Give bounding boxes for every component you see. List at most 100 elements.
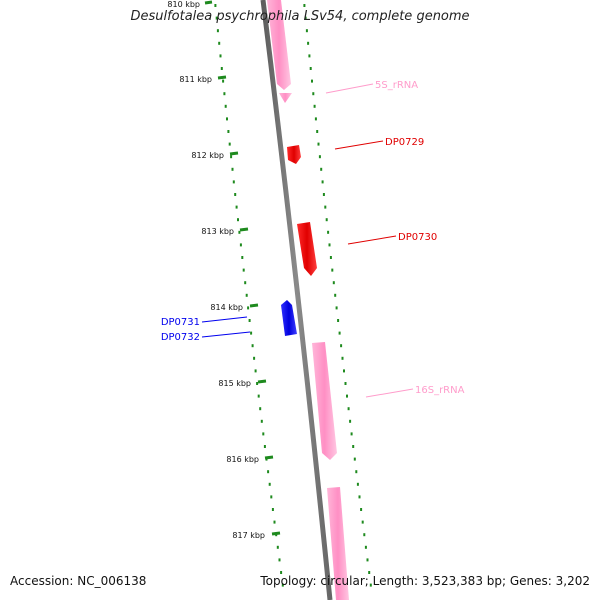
inner-ring-dot xyxy=(245,293,248,297)
inner-ring-dot xyxy=(220,67,223,70)
outer-ring-dot xyxy=(305,29,308,33)
tick-label-817: 817 kbp xyxy=(232,531,265,540)
rna-feature-16s[interactable] xyxy=(312,342,337,460)
outer-ring-dot xyxy=(363,533,366,537)
tick-label-815: 815 kbp xyxy=(218,379,251,388)
outer-ring-dot xyxy=(349,419,352,423)
outer-ring-dot xyxy=(311,79,313,83)
outer-ring-dot xyxy=(314,117,317,121)
outer-ring-dot xyxy=(329,256,332,259)
rna-feature-5s[interactable] xyxy=(279,93,292,103)
leader-dp0732 xyxy=(201,331,251,338)
outer-ring-dot xyxy=(355,470,358,474)
label-dp0731[interactable]: DP0731 xyxy=(161,317,200,328)
inner-ring-dot xyxy=(262,432,265,436)
accession-text: Accession: NC_006138 xyxy=(10,574,147,588)
outer-ring-dot xyxy=(368,571,371,574)
inner-ring-dot xyxy=(257,394,260,398)
tick-810 xyxy=(204,0,213,5)
outer-ring-dot xyxy=(307,41,310,45)
tick-817 xyxy=(271,531,281,536)
inner-ring-dot xyxy=(237,218,239,222)
outer-ring-dot xyxy=(332,281,335,285)
tick-label-816: 816 kbp xyxy=(226,455,259,464)
tick-label-811: 811 kbp xyxy=(179,75,212,84)
label-16s-rrna[interactable]: 16S_rRNA xyxy=(415,385,465,396)
label-5s-rrna[interactable]: 5S_rRNA xyxy=(375,80,418,91)
tick-label-810: 810 kbp xyxy=(167,0,200,9)
outer-ring-dot xyxy=(322,193,325,196)
inner-ring-dot xyxy=(235,205,238,209)
inner-ring-dot xyxy=(267,470,270,474)
outer-ring-dot xyxy=(353,457,356,461)
inner-ring-dots xyxy=(214,4,284,587)
outer-ring-dot xyxy=(338,331,341,335)
outer-ring-dot xyxy=(308,54,311,58)
inner-ring-dot xyxy=(256,382,259,385)
outer-ring-dot xyxy=(321,180,324,184)
outer-ring-dot xyxy=(324,205,327,209)
inner-ring-dot xyxy=(234,193,237,196)
outer-ring-dot xyxy=(303,4,306,7)
inner-ring-dot xyxy=(268,482,271,486)
tick-label-812: 812 kbp xyxy=(191,151,224,160)
inner-ring-dot xyxy=(254,369,257,373)
inner-ring-dot xyxy=(242,268,245,272)
inner-ring-dot xyxy=(270,495,273,499)
inner-ring-dot xyxy=(228,142,231,146)
leader-dp0730 xyxy=(347,235,397,245)
outer-ring-dot xyxy=(369,583,372,587)
outer-ring-dot xyxy=(320,167,323,171)
tick-815 xyxy=(257,379,267,384)
inner-ring-dot xyxy=(238,230,241,234)
label-dp0729[interactable]: DP0729 xyxy=(385,137,424,148)
inner-ring-dot xyxy=(232,180,235,184)
inner-ring-dot xyxy=(253,356,256,360)
gene-dp0730[interactable] xyxy=(297,222,317,276)
gene-dp0729[interactable] xyxy=(287,145,301,164)
leader-dp0729 xyxy=(334,140,384,150)
outer-ring-dot xyxy=(347,407,350,411)
outer-ring-dot xyxy=(304,16,307,20)
outer-ring-dot xyxy=(334,293,337,297)
gene-dp0731[interactable] xyxy=(281,300,297,336)
inner-ring-dot xyxy=(230,155,233,159)
outer-ring-dot xyxy=(366,558,369,562)
inner-ring-dot xyxy=(215,16,218,20)
inner-ring-dot xyxy=(280,571,283,574)
inner-ring-dot xyxy=(241,256,244,259)
tick-811 xyxy=(217,75,227,80)
inner-ring-dot xyxy=(247,306,250,310)
inner-ring-dot xyxy=(251,344,254,348)
genome-backbone xyxy=(260,0,333,601)
outer-ring-dots xyxy=(303,4,372,587)
inner-ring-dot xyxy=(276,545,279,549)
outer-ring-dot xyxy=(350,432,353,436)
rna-feature-bottom[interactable] xyxy=(327,487,349,600)
outer-ring-dot xyxy=(346,394,348,398)
outer-ring-dot xyxy=(337,319,340,322)
leader-5s-rrna xyxy=(325,83,374,94)
genome-summary-text: Topology: circular; Length: 3,523,383 bp… xyxy=(260,574,590,588)
label-dp0730[interactable]: DP0730 xyxy=(398,232,437,243)
inner-ring-dot xyxy=(222,79,225,83)
inner-ring-dot xyxy=(218,41,221,45)
tick-label-813: 813 kbp xyxy=(201,227,234,236)
inner-ring-dot xyxy=(227,130,230,133)
outer-ring-dot xyxy=(352,445,355,448)
outer-ring-dot xyxy=(318,155,321,159)
tick-marks xyxy=(204,0,281,536)
outer-ring-dot xyxy=(331,268,334,272)
outer-ring-dot xyxy=(343,369,345,373)
leader-16s-rrna xyxy=(365,388,414,398)
tick-816 xyxy=(264,455,274,460)
inner-ring-dot xyxy=(250,331,253,335)
tick-812 xyxy=(229,151,239,156)
inner-ring-dot xyxy=(231,167,234,171)
rna-feature-top[interactable] xyxy=(267,0,291,90)
outer-ring-dot xyxy=(317,142,320,146)
inner-ring-dot xyxy=(281,583,284,587)
label-dp0732[interactable]: DP0732 xyxy=(161,332,200,343)
